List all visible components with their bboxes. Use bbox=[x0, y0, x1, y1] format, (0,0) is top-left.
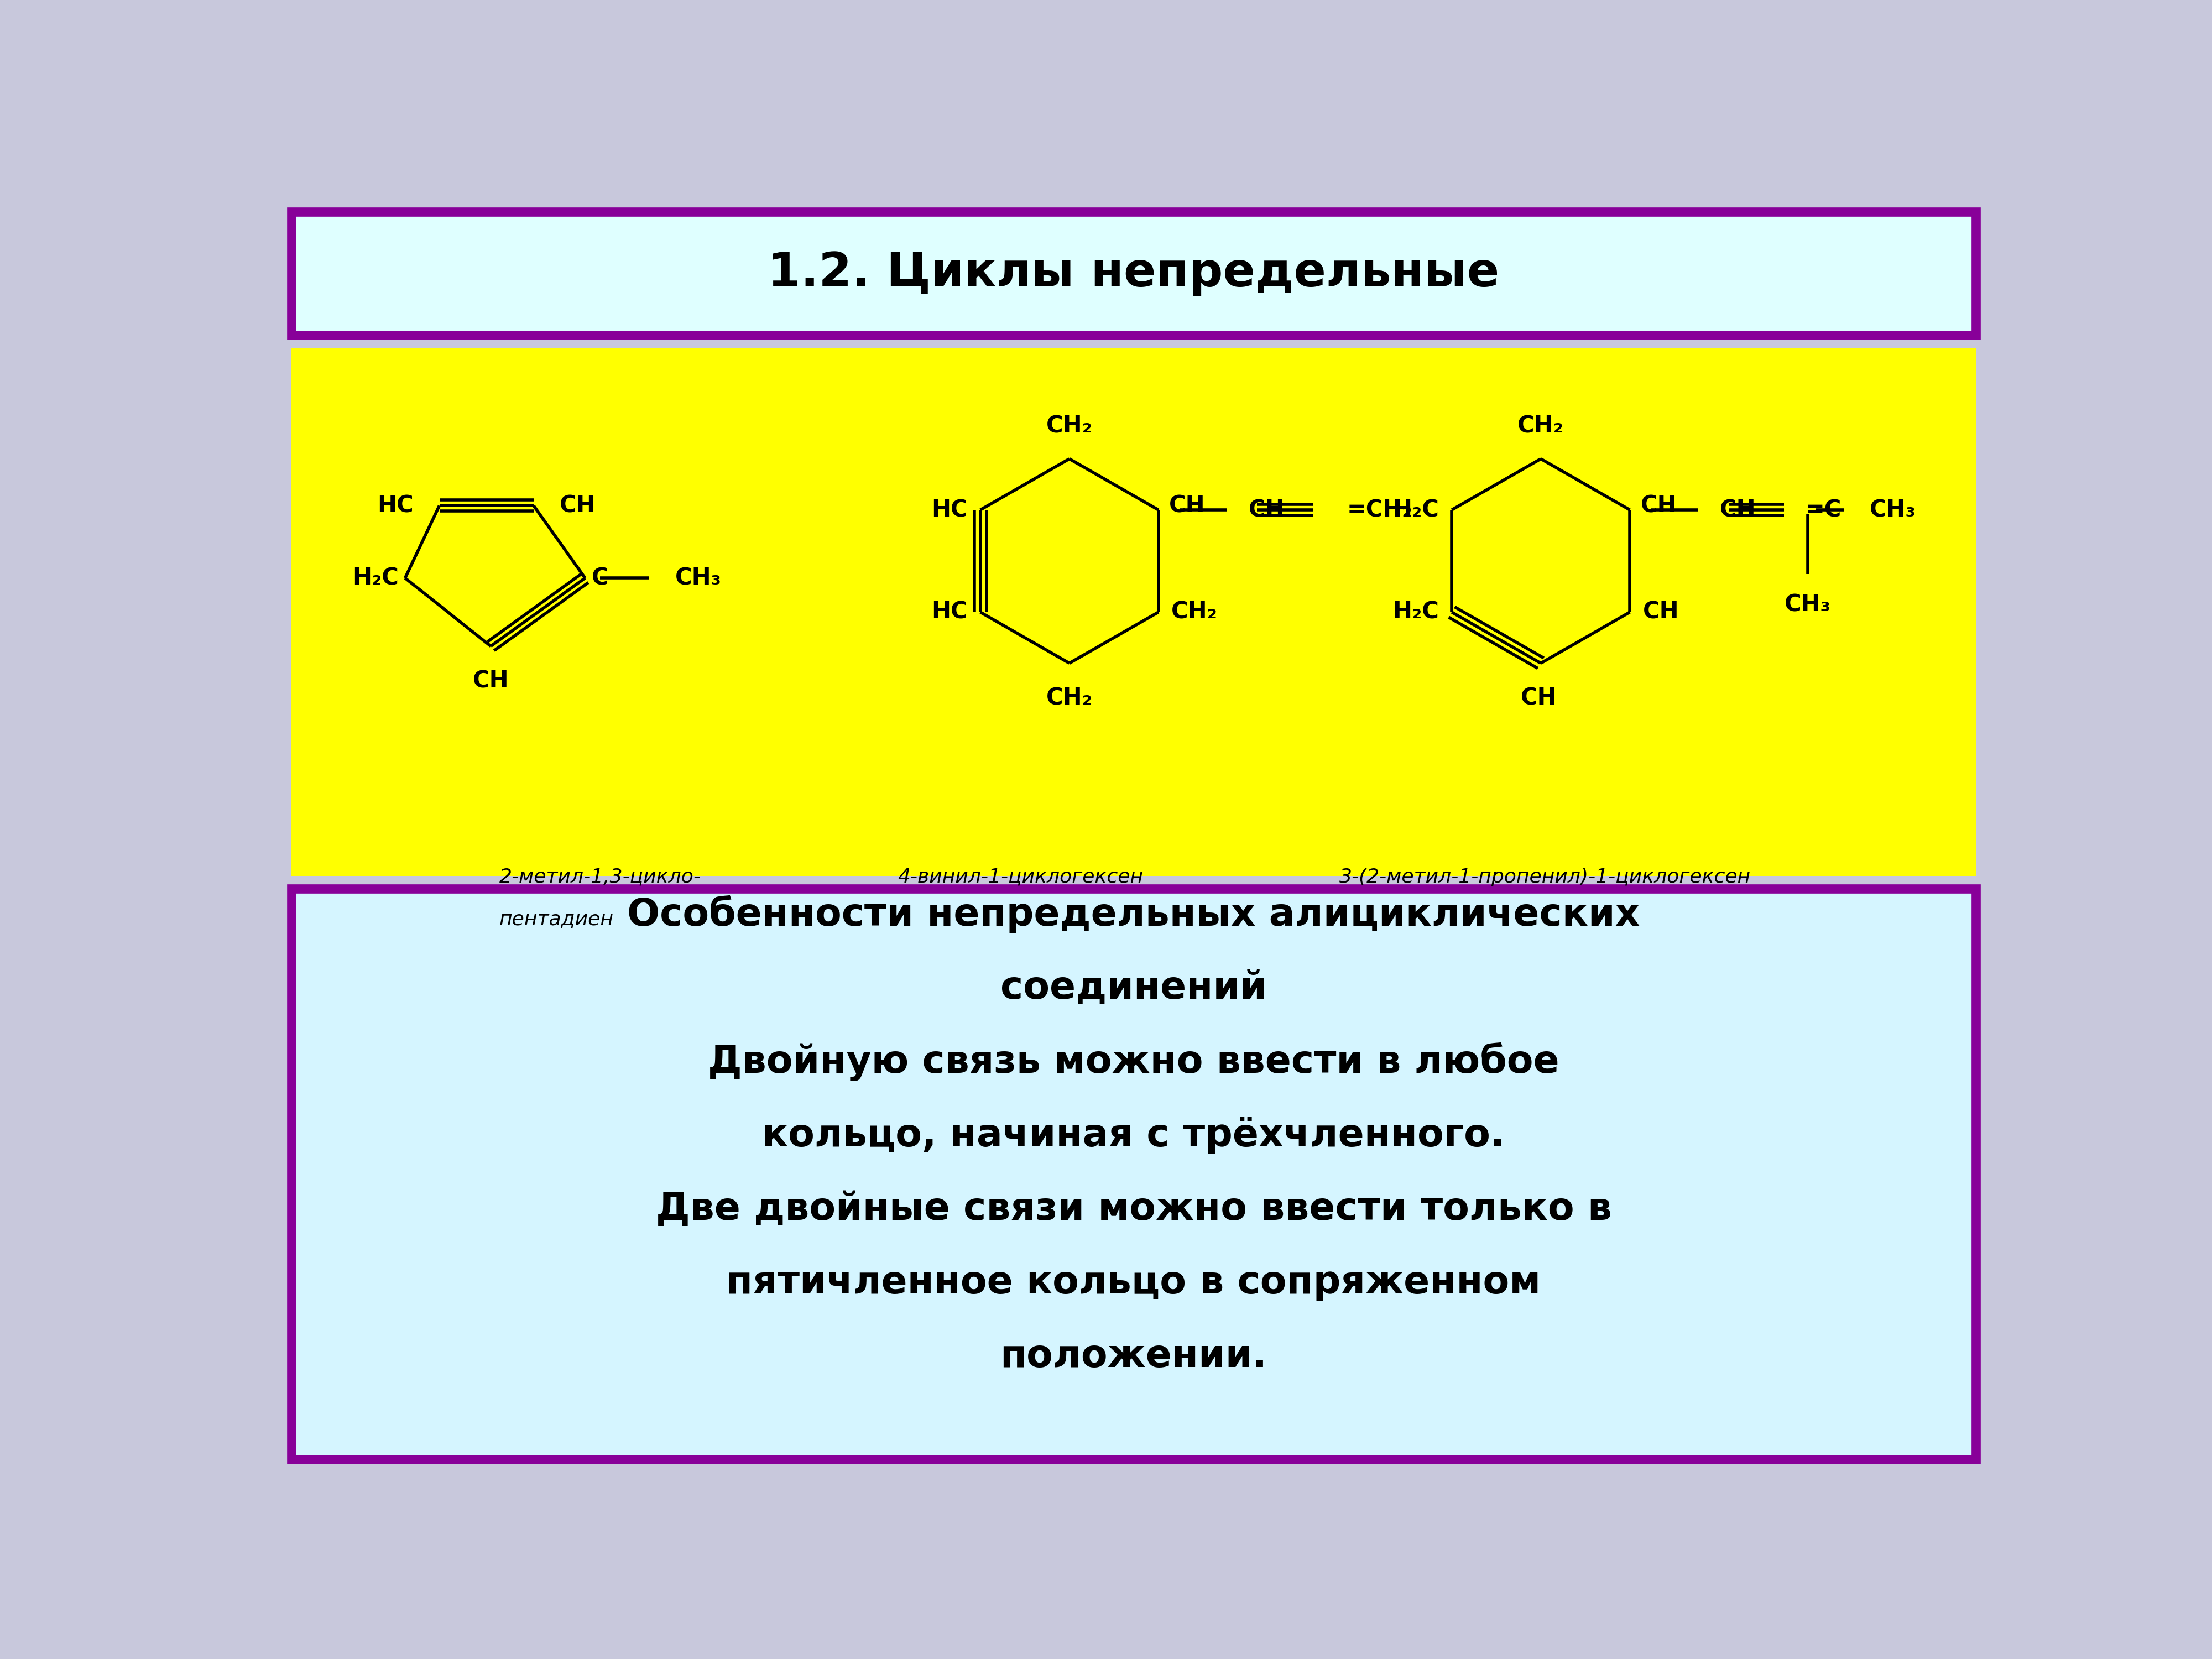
FancyBboxPatch shape bbox=[292, 889, 1975, 1460]
Text: пятичленное кольцо в сопряженном: пятичленное кольцо в сопряженном bbox=[726, 1264, 1542, 1301]
Text: кольцо, начиная с трёхчленного.: кольцо, начиная с трёхчленного. bbox=[763, 1117, 1504, 1155]
Text: CH: CH bbox=[1721, 498, 1756, 521]
Text: 4-винил-1-циклогексен: 4-винил-1-циклогексен bbox=[898, 868, 1144, 886]
Text: C: C bbox=[591, 566, 608, 589]
Text: H₂C: H₂C bbox=[352, 566, 398, 589]
FancyBboxPatch shape bbox=[292, 212, 1975, 335]
Text: =CH₂: =CH₂ bbox=[1347, 498, 1413, 521]
Text: положении.: положении. bbox=[1000, 1337, 1267, 1375]
Text: соединений: соединений bbox=[1000, 969, 1267, 1007]
Text: HC: HC bbox=[378, 494, 414, 518]
Text: CH₂: CH₂ bbox=[1046, 415, 1093, 438]
Text: CH: CH bbox=[560, 494, 595, 518]
Text: 2-метил-1,3-цикло-: 2-метил-1,3-цикло- bbox=[500, 868, 701, 886]
Text: CH: CH bbox=[473, 670, 509, 693]
Text: CH: CH bbox=[1170, 494, 1206, 518]
Text: пентадиен: пентадиен bbox=[500, 911, 615, 929]
Text: Двойную связь можно ввести в любое: Двойную связь можно ввести в любое bbox=[708, 1042, 1559, 1082]
FancyBboxPatch shape bbox=[292, 348, 1975, 876]
Text: CH₂: CH₂ bbox=[1046, 687, 1093, 710]
Text: HC: HC bbox=[931, 498, 967, 521]
Text: =C: =C bbox=[1805, 498, 1843, 521]
Text: CH₃: CH₃ bbox=[1785, 592, 1832, 615]
Text: HC: HC bbox=[931, 601, 967, 624]
Text: 1.2. Циклы непредельные: 1.2. Циклы непредельные bbox=[768, 251, 1500, 297]
Text: Две двойные связи можно ввести только в: Две двойные связи можно ввести только в bbox=[655, 1191, 1613, 1228]
Text: CH: CH bbox=[1248, 498, 1285, 521]
Text: Особенности непредельных алициклических: Особенности непредельных алициклических bbox=[628, 896, 1639, 934]
Text: CH₂: CH₂ bbox=[1517, 415, 1564, 438]
Text: CH: CH bbox=[1520, 687, 1557, 710]
Text: H₂C: H₂C bbox=[1394, 498, 1438, 521]
Text: H₂C: H₂C bbox=[1394, 601, 1438, 624]
Text: CH₃: CH₃ bbox=[675, 566, 721, 589]
Text: CH₃: CH₃ bbox=[1869, 498, 1916, 521]
Text: 3-(2-метил-1-пропенил)-1-циклогексен: 3-(2-метил-1-пропенил)-1-циклогексен bbox=[1340, 868, 1752, 886]
Text: CH₂: CH₂ bbox=[1172, 601, 1217, 624]
Text: CH: CH bbox=[1641, 494, 1677, 518]
Text: CH: CH bbox=[1644, 601, 1679, 624]
